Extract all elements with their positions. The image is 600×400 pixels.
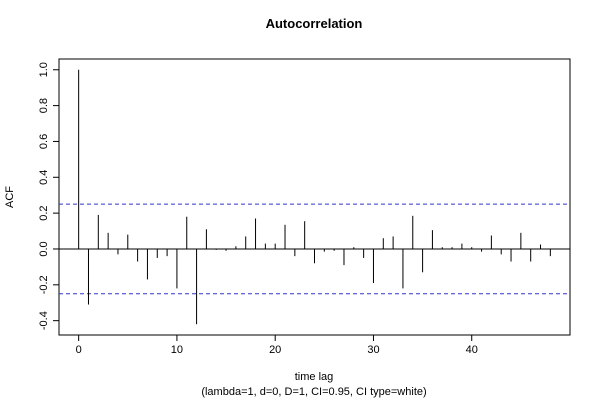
y-tick-label: 0.6: [38, 134, 50, 149]
y-tick-label: 1.0: [38, 62, 50, 77]
x-axis-subtitle: (lambda=1, d=0, D=1, CI=0.95, CI type=wh…: [201, 386, 426, 398]
x-tick-label: 30: [367, 344, 379, 356]
x-axis-label: time lag: [295, 371, 334, 383]
y-tick-label: 0.0: [38, 241, 50, 256]
y-axis: -0.4 -0.2 0.0 0.2 0.4 0.6 0.8 1.0: [38, 62, 59, 330]
y-tick-label: -0.4: [38, 311, 50, 330]
x-tick-label: 10: [171, 344, 183, 356]
x-axis: 0 10 20 30 40: [76, 335, 478, 356]
x-tick-label: 40: [466, 344, 478, 356]
plot-frame: [58, 58, 571, 336]
chart-title: Autocorrelation: [266, 16, 363, 31]
y-axis-label: ACF: [4, 186, 16, 208]
confidence-bounds: [59, 203, 570, 295]
x-tick-label: 20: [269, 344, 281, 356]
y-tick-label: 0.8: [38, 98, 50, 113]
acf-bars: [59, 69, 570, 325]
y-tick-label: 0.4: [38, 170, 50, 185]
y-tick-label: 0.2: [38, 205, 50, 220]
y-tick-label: -0.2: [38, 275, 50, 294]
x-tick-label: 0: [76, 344, 82, 356]
